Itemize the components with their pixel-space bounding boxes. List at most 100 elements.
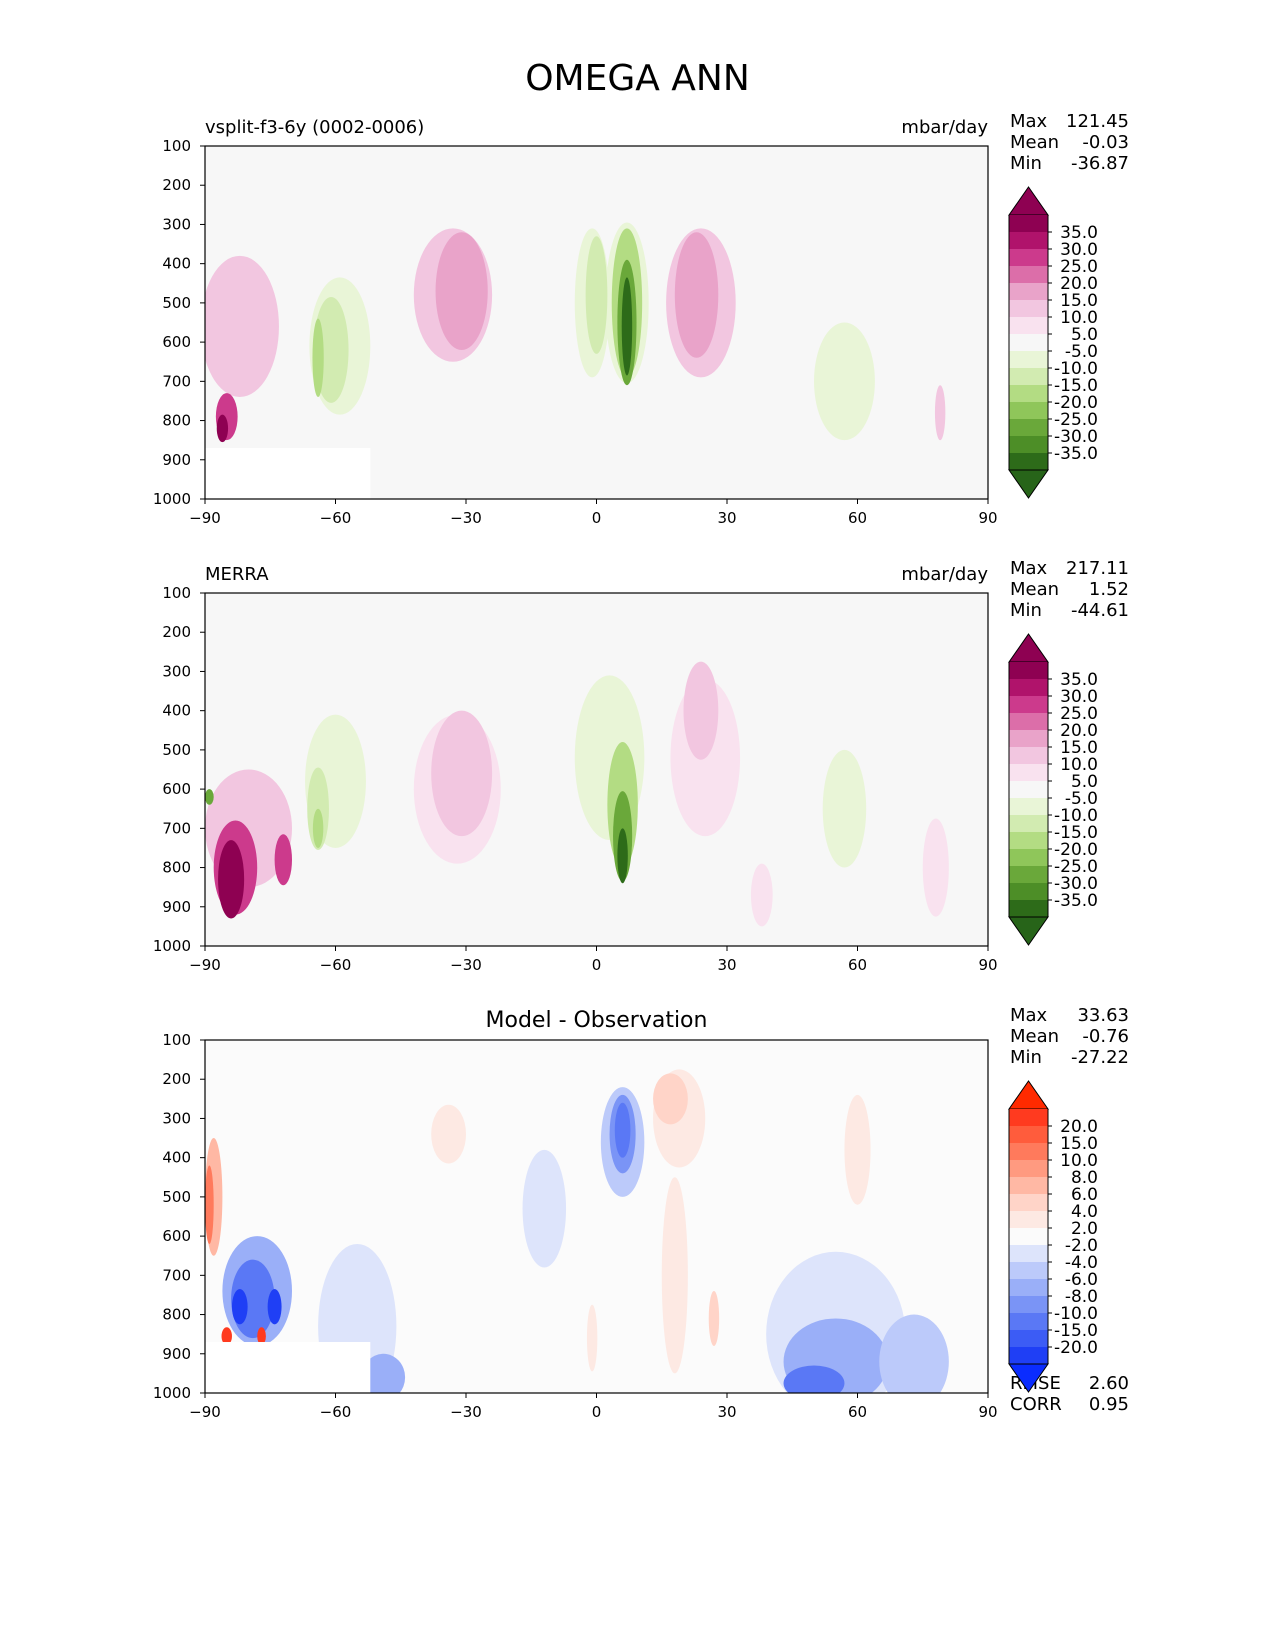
colorbar-swatch [1009,1211,1048,1228]
colorbar-swatch [1009,1245,1048,1262]
y-tick-label: 600 [162,333,191,351]
y-tick-label: 800 [162,412,191,430]
y-tick-label: 100 [162,1031,191,1049]
stat-value: -0.76 [1082,1026,1129,1047]
colorbar-swatch [1009,832,1048,849]
x-tick-label: 90 [978,509,997,527]
contour-region [257,1327,266,1345]
colorbar-swatch [1009,266,1048,283]
colorbar-swatch [1009,283,1048,300]
colorbar-tick-label: 35.0 [1060,223,1098,243]
y-tick-label: 400 [162,702,191,720]
stat-value: -44.61 [1071,600,1129,621]
stat-label: Max [1010,558,1048,579]
y-tick-label: 900 [162,451,191,469]
colorbar-tick-label: 10.0 [1060,1151,1098,1171]
y-tick-label: 300 [162,215,191,233]
x-tick-label: 60 [848,1403,867,1421]
y-tick-label: 500 [162,741,191,759]
stat-label: Min [1010,600,1042,621]
contour-region [312,318,324,398]
contour-fills [205,1069,949,1393]
colorbar-tick-label: 20.0 [1060,274,1098,294]
contour-region [267,1289,282,1325]
colorbar-swatch [1009,900,1048,917]
colorbar-tick-label: -8.0 [1065,1287,1098,1307]
colorbar-tick-label: 30.0 [1060,240,1098,260]
colorbar: 35.030.025.020.015.010.05.0-5.0-10.0-15.… [1008,186,1098,499]
colorbar-swatch [1009,713,1048,730]
colorbar-swatch [1009,368,1048,385]
contour-region [617,828,628,884]
contour-region [205,255,279,398]
colorbar-swatch [1009,249,1048,266]
stat-value: 217.11 [1066,558,1129,579]
colorbar-min-extend [1008,469,1049,499]
contour-region [312,808,324,848]
x-tick-label: −90 [189,956,221,974]
x-tick-label: 60 [848,509,867,527]
y-tick-label: 200 [162,176,191,194]
stat-label: Min [1010,1047,1042,1068]
stat-value: -0.03 [1082,132,1129,153]
stat-label: Max [1010,1005,1048,1026]
x-tick-label: −30 [450,509,482,527]
colorbar-tick-label: 25.0 [1060,257,1098,277]
colorbar-swatch [1009,317,1048,334]
colorbar-tick-label: 20.0 [1060,1117,1098,1137]
x-tick-label: 30 [717,509,736,527]
y-tick-label: 700 [162,1266,191,1284]
y-tick-label: 500 [162,1188,191,1206]
x-tick-label: −30 [450,1403,482,1421]
contour-region [922,818,949,917]
colorbar-tick-label: 5.0 [1071,325,1098,345]
contour-region [750,863,773,927]
contour-region [822,749,867,868]
stat-value: 121.45 [1066,111,1129,132]
colorbar-swatch [1009,798,1048,815]
colorbar-swatch [1009,1313,1048,1330]
colorbar-swatch [1009,334,1048,351]
x-tick-label: −90 [189,509,221,527]
colorbar-tick-label: -20.0 [1054,393,1098,413]
stat-label: Min [1010,153,1042,174]
colorbar-tick-label: 4.0 [1071,1202,1098,1222]
colorbar-min-extend [1008,1363,1049,1393]
colorbar-swatch [1009,764,1048,781]
colorbar-tick-label: -15.0 [1054,376,1098,396]
colorbar-tick-label: -30.0 [1054,874,1098,894]
colorbar-swatch [1009,1279,1048,1296]
colorbar-tick-label: -20.0 [1054,1338,1098,1358]
contour-region [586,1304,598,1372]
colorbar-swatch [1009,730,1048,747]
y-tick-label: 100 [162,137,191,155]
y-tick-label: 1000 [153,937,191,955]
stat-value: 1.52 [1089,579,1129,600]
y-tick-label: 300 [162,662,191,680]
colorbar-tick-label: 8.0 [1071,1168,1098,1188]
contour-region [934,385,946,441]
contour-region [221,1327,232,1345]
colorbar-tick-label: 25.0 [1060,704,1098,724]
y-tick-label: 1000 [153,1384,191,1402]
colorbar-swatch [1009,883,1048,900]
x-tick-label: 60 [848,956,867,974]
y-tick-label: 400 [162,255,191,273]
colorbar-outline [1008,662,1049,917]
stat-label: Mean [1010,579,1059,600]
colorbar-tick-label: 15.0 [1060,291,1098,311]
colorbar-swatch [1009,402,1048,419]
colorbar-tick-label: -20.0 [1054,840,1098,860]
colorbar-swatch [1009,1143,1048,1160]
x-tick-label: −90 [189,1403,221,1421]
y-tick-label: 500 [162,294,191,312]
missing-data-mask [205,1342,371,1393]
contour-region [216,414,229,443]
colorbar-tick-label: -15.0 [1054,1321,1098,1341]
colorbar-tick-label: 10.0 [1060,755,1098,775]
contour-region [674,232,719,358]
colorbar-swatch [1009,385,1048,402]
x-tick-label: −60 [320,509,352,527]
colorbar-swatch [1009,781,1048,798]
